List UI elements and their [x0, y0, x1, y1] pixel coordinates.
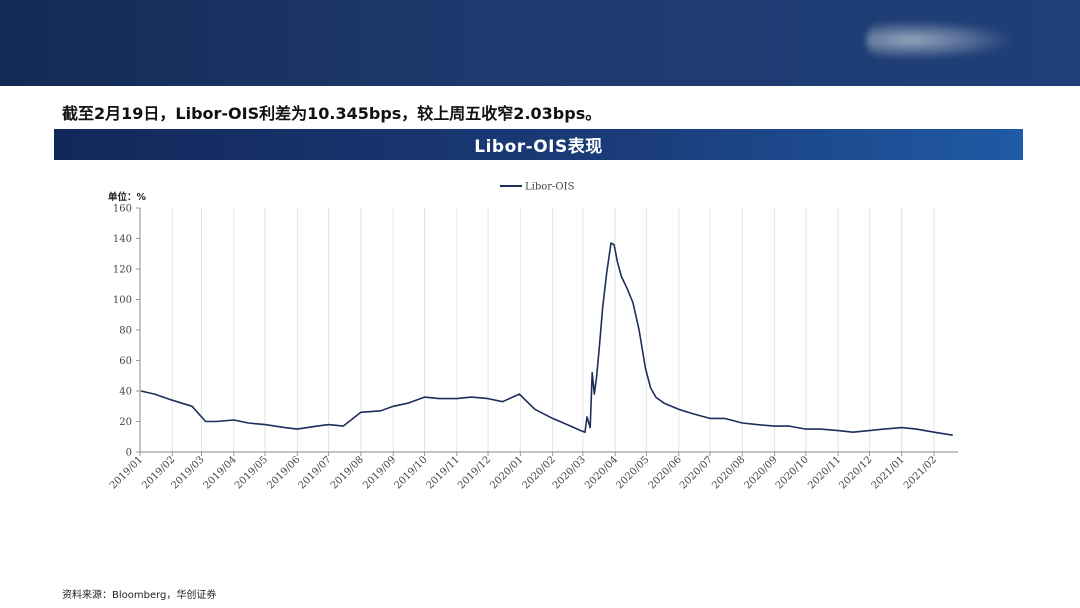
x-tick-label: 2019/05: [233, 454, 270, 491]
y-tick-label: 120: [113, 265, 132, 276]
y-tick-label: 0: [126, 448, 132, 459]
x-tick-label: 2021/01: [870, 454, 907, 491]
y-tick-label: 100: [113, 295, 132, 306]
x-tick-label: 2019/07: [297, 454, 334, 491]
header-banner: [0, 0, 1080, 86]
chart-title: Libor-OIS表现: [474, 137, 603, 157]
x-tick-label: 2019/10: [392, 454, 429, 491]
chart-series: [140, 242, 953, 436]
y-tick-label: 160: [113, 204, 132, 215]
x-tick-label: 2020/10: [774, 454, 811, 491]
x-tick-label: 2019/04: [202, 454, 239, 491]
x-tick-label: 2020/04: [583, 454, 620, 491]
legend-label: Libor-OIS: [525, 182, 575, 193]
x-tick-label: 2020/08: [710, 454, 747, 491]
unit-label: 单位：%: [108, 191, 147, 203]
libor-ois-line-chart: 2019/012019/022019/032019/042019/052019/…: [108, 182, 958, 491]
x-tick-label: 2021/02: [902, 454, 939, 491]
x-tick-label: 2020/03: [551, 454, 588, 491]
y-tick-label: 60: [119, 356, 132, 367]
x-tick-label: 2020/07: [678, 454, 715, 491]
x-tick-label: 2020/09: [743, 454, 780, 491]
x-tick-label: 2019/09: [361, 454, 398, 491]
chart-grid: [139, 208, 935, 452]
source-note: 资料来源：Bloomberg，华创证券: [62, 590, 217, 601]
x-tick-label: 2019/08: [329, 454, 366, 491]
x-tick-label: 2020/12: [837, 454, 874, 491]
series-line-libor-ois: [140, 242, 953, 436]
x-tick-label: 2019/12: [456, 454, 493, 491]
x-tick-label: 2020/06: [647, 454, 684, 491]
headline-text: 截至2月19日，Libor-OIS利差为10.345bps，较上周五收窄2.03…: [62, 104, 602, 123]
x-tick-label: 2019/01: [108, 454, 145, 491]
y-tick-label: 140: [113, 234, 132, 245]
x-tick-label: 2019/11: [425, 454, 462, 491]
x-tick-label: 2020/05: [614, 454, 651, 491]
x-tick-label: 2020/01: [488, 454, 525, 491]
chart-legend: Libor-OIS: [500, 182, 575, 193]
chart-axes: 2019/012019/022019/032019/042019/052019/…: [108, 191, 958, 491]
y-tick-label: 80: [119, 326, 132, 337]
y-tick-label: 20: [119, 417, 132, 428]
y-tick-label: 40: [119, 387, 132, 398]
chart-title-banner: Libor-OIS表现: [54, 129, 1023, 160]
x-tick-label: 2020/11: [806, 454, 843, 491]
company-logo: [866, 20, 1016, 60]
x-tick-label: 2019/06: [265, 454, 302, 491]
